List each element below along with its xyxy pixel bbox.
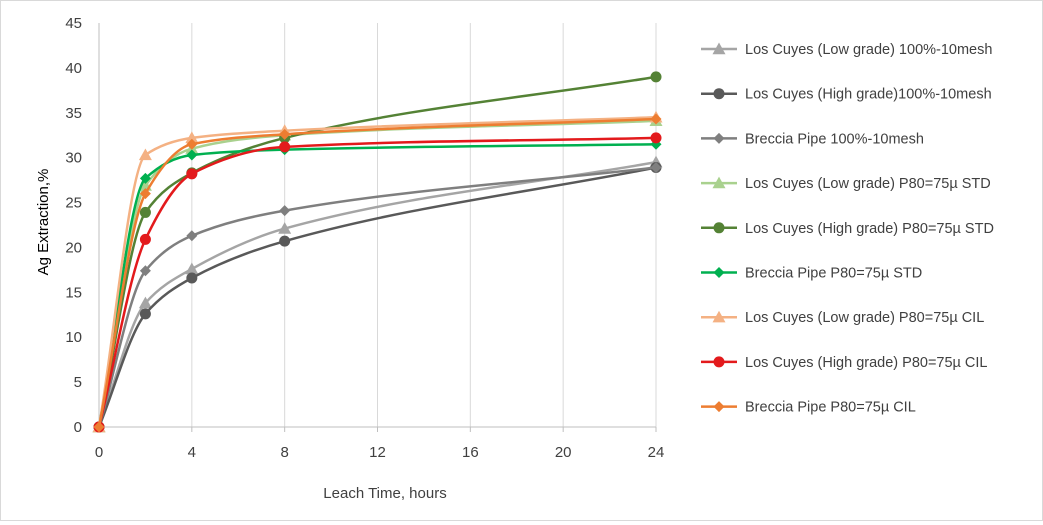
x-tick-label: 20 <box>555 444 572 461</box>
data-point <box>185 262 199 275</box>
y-tick-label: 0 <box>74 419 82 436</box>
y-tick-label: 10 <box>65 329 82 346</box>
x-tick-label: 8 <box>280 444 288 461</box>
data-point <box>650 162 662 174</box>
data-point <box>650 71 662 83</box>
legend-marker <box>712 42 726 55</box>
legend: Los Cuyes (Low grade) 100%-10mesh Los Cuy… <box>701 42 994 416</box>
data-point <box>279 205 291 217</box>
series-line <box>97 142 657 428</box>
series-line <box>97 166 657 428</box>
legend-marker <box>713 132 725 144</box>
series-line <box>97 166 657 428</box>
data-point <box>186 230 198 242</box>
data-point <box>186 138 198 150</box>
legend-label: Breccia Pipe P80=75µ CIL <box>745 400 916 416</box>
legend-label: Breccia Pipe 100%-10mesh <box>745 131 924 147</box>
legend-item: Breccia Pipe P80=75µ CIL <box>701 400 916 416</box>
legend-item: Los Cuyes (High grade) P80=75µ CIL <box>701 355 988 371</box>
series-line <box>97 75 657 428</box>
legend-label: Breccia Pipe P80=75µ STD <box>745 266 922 282</box>
data-point <box>139 206 151 218</box>
data-point <box>279 128 291 140</box>
data-point <box>139 172 151 184</box>
legend-item: Breccia Pipe P80=75µ STD <box>701 266 922 282</box>
y-axis-label: Ag Extraction,% <box>35 169 52 276</box>
axes: 0 5 10 15 20 25 30 35 40 45 0 4 8 12 16 20 24 <box>65 15 664 461</box>
data-point <box>650 113 662 125</box>
y-tick-label: 25 <box>65 195 82 212</box>
y-tick-label: 5 <box>74 374 82 391</box>
series-line <box>97 116 657 428</box>
data-point <box>185 131 199 144</box>
legend-marker <box>713 356 725 368</box>
legend-marker <box>713 267 725 278</box>
data-point <box>279 141 291 153</box>
legend-item: Los Cuyes (Low grade) P80=75µ STD <box>701 176 991 192</box>
legend-marker <box>713 88 725 100</box>
data-point <box>138 296 152 309</box>
series-line <box>97 160 657 428</box>
data-point <box>93 421 105 433</box>
series-line <box>97 117 657 428</box>
data-point <box>186 168 198 180</box>
legend-label: Los Cuyes (Low grade) P80=75µ CIL <box>745 310 984 326</box>
legend-label: Los Cuyes (High grade) P80=75µ CIL <box>745 355 988 371</box>
series-line <box>97 136 657 428</box>
data-point <box>279 235 291 247</box>
legend-label: Los Cuyes (High grade) P80=75µ STD <box>745 221 994 237</box>
legend-marker <box>713 222 725 234</box>
x-tick-label: 24 <box>648 444 665 461</box>
legend-item: Los Cuyes (High grade)100%-10mesh <box>701 87 992 103</box>
data-point <box>139 265 151 277</box>
series-9 <box>93 113 662 433</box>
legend-label: Los Cuyes (High grade)100%-10mesh <box>745 87 992 103</box>
y-tick-label: 35 <box>65 105 82 122</box>
x-tick-label: 0 <box>95 444 103 461</box>
x-axis-label: Leach Time, hours <box>323 485 446 502</box>
y-tick-label: 20 <box>65 239 82 256</box>
data-point <box>186 272 198 284</box>
series-lines <box>92 71 663 433</box>
y-tick-label: 30 <box>65 150 82 167</box>
legend-marker <box>712 310 726 323</box>
legend-item: Los Cuyes (Low grade) P80=75µ CIL <box>701 310 984 326</box>
data-point <box>139 233 151 245</box>
data-point <box>139 188 151 200</box>
legend-marker <box>713 401 725 413</box>
legend-label: Los Cuyes (Low grade) P80=75µ STD <box>745 176 991 192</box>
y-tick-label: 45 <box>65 15 82 32</box>
legend-label: Los Cuyes (Low grade) 100%-10mesh <box>745 42 992 58</box>
data-point <box>139 308 151 320</box>
data-point <box>278 222 292 234</box>
data-point <box>138 148 152 161</box>
data-point <box>186 149 198 161</box>
legend-item: Los Cuyes (Low grade) 100%-10mesh <box>701 42 992 58</box>
x-tick-label: 12 <box>369 444 386 461</box>
legend-item: Los Cuyes (High grade) P80=75µ STD <box>701 221 994 237</box>
x-tick-label: 4 <box>188 444 196 461</box>
y-tick-label: 15 <box>65 284 82 301</box>
data-point <box>650 132 662 144</box>
y-tick-label: 40 <box>65 60 82 77</box>
legend-item: Breccia Pipe 100%-10mesh <box>701 131 924 147</box>
legend-marker <box>712 176 726 189</box>
x-tick-label: 16 <box>462 444 479 461</box>
grid <box>191 23 657 427</box>
